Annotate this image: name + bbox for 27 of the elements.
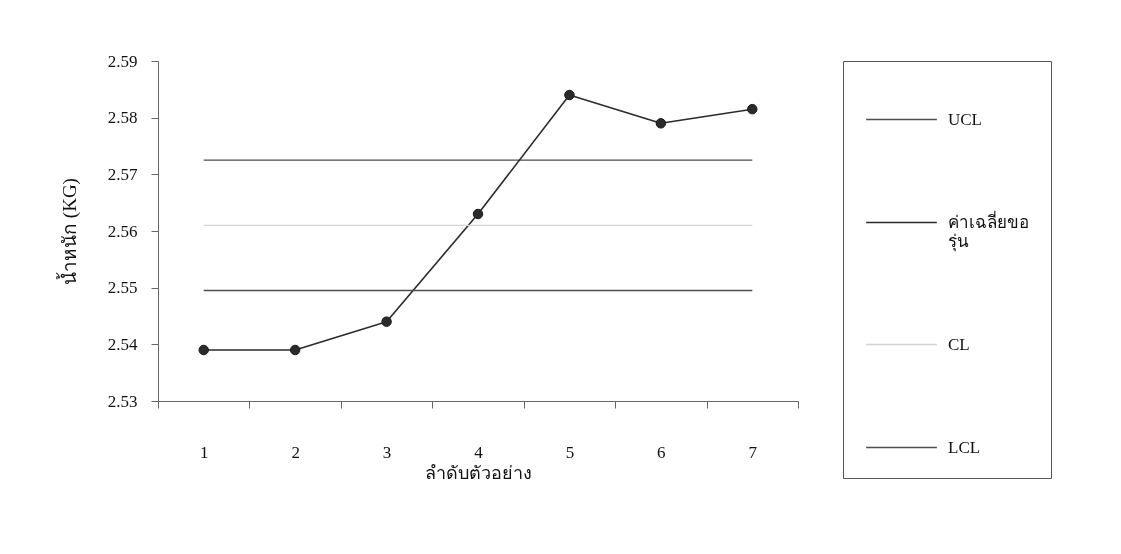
legend-label: ค่าเฉลี่ยขอ รุ่น (948, 209, 1029, 252)
y-tick-label: 2.57 (107, 164, 138, 184)
x-tick-label: 5 (565, 442, 575, 462)
y-axis-title: น้ำหนัก (KG) (55, 178, 81, 285)
y-tick-label: 2.53 (107, 391, 138, 411)
x-tick-label: 2 (291, 442, 300, 462)
x-tick-label: 7 (748, 442, 758, 462)
legend-label: LCL (948, 437, 981, 457)
x-tick-label: 3 (382, 442, 392, 462)
point (472, 208, 484, 220)
point (564, 89, 575, 101)
point (655, 118, 667, 129)
y-tick-label: 2.56 (107, 221, 138, 241)
x-axis-title: ลำดับตัวอย่าง (425, 462, 532, 483)
point (381, 316, 392, 327)
legend-label: UCL (948, 109, 982, 129)
y-tick-label: 2.54 (107, 334, 138, 354)
point (289, 344, 301, 356)
x-tick-label: 4 (474, 442, 484, 462)
x-tick-label: 1 (199, 442, 209, 462)
x-tick-label: 6 (657, 442, 666, 462)
point (198, 344, 209, 356)
legend-label: CL (948, 334, 970, 354)
y-tick-label: 2.55 (107, 278, 138, 298)
y-tick-label: 2.59 (107, 51, 138, 71)
point (747, 103, 758, 115)
y-tick-label: 2.58 (107, 108, 138, 128)
